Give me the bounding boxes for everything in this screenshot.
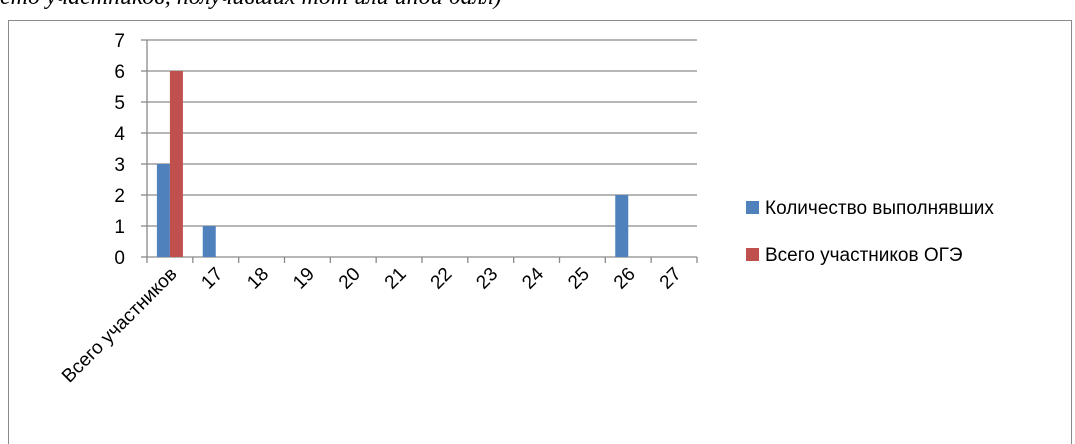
- x-tick-label: 27: [656, 264, 686, 294]
- y-tick-label: 5: [114, 93, 125, 114]
- legend-label: Всего участников ОГЭ: [765, 245, 963, 266]
- y-tick-label: 4: [114, 124, 125, 145]
- bar: [202, 226, 216, 257]
- bars: [156, 71, 629, 257]
- bar: [169, 71, 183, 257]
- gridlines: [147, 39, 697, 227]
- x-tick-label: 26: [610, 264, 640, 294]
- y-tick-label: 3: [114, 155, 125, 176]
- y-tick-label: 6: [114, 62, 125, 83]
- x-tick-label: 24: [518, 263, 548, 293]
- x-tick-label: 19: [289, 264, 319, 294]
- y-tick-label: 2: [114, 186, 125, 207]
- bar: [156, 164, 170, 257]
- x-tick-label: 25: [564, 264, 594, 294]
- legend-swatch: [746, 248, 759, 261]
- legend-swatch: [746, 201, 759, 214]
- x-tick-label: Всего участников: [58, 264, 181, 387]
- x-tick-label: 21: [381, 264, 411, 294]
- x-tick-label: 20: [335, 264, 365, 294]
- y-tick-label: 1: [114, 217, 125, 238]
- legend: Количество выполнявших Всего участников О…: [746, 198, 994, 266]
- x-axis: Всего участников 17 18 19 20 21 22 23 24 25 26 27: [58, 256, 698, 387]
- x-tick-label: 18: [243, 264, 273, 294]
- chart-frame: [8, 20, 1072, 444]
- y-tick-label: 0: [114, 248, 125, 269]
- x-tick-label: 23: [472, 264, 502, 294]
- chart-caption: сто участников, получивших тот или иной …: [0, 0, 502, 11]
- y-axis: 0 1 2 3 4 5 6 7: [114, 31, 148, 269]
- legend-label: Количество выполнявших: [765, 198, 994, 219]
- bar: [615, 195, 629, 257]
- y-tick-label: 7: [114, 31, 125, 52]
- x-tick-label: 17: [197, 264, 227, 294]
- x-tick-label: 22: [427, 264, 457, 294]
